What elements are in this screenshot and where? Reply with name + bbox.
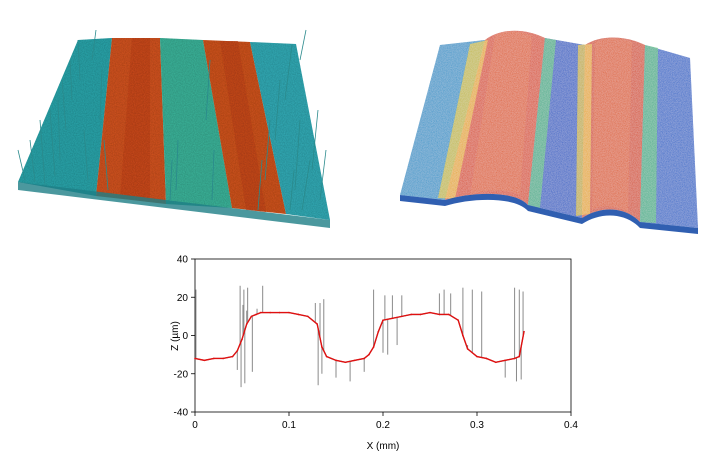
profile-point (372, 346, 375, 348)
profile-point (250, 315, 253, 318)
x-tick-label: 0 (192, 420, 198, 431)
raw-surface-stripes (18, 38, 330, 220)
profile-point (504, 359, 507, 362)
filtered-surface-side (400, 193, 698, 234)
profile-point (260, 311, 262, 314)
x-tick-label: 0.4 (564, 420, 578, 431)
y-tick-label: 40 (177, 255, 189, 266)
profile-point (419, 313, 422, 316)
profile-point (429, 311, 431, 314)
y-tick-label: -40 (174, 408, 189, 419)
profile-point (368, 353, 370, 356)
y-tick-label: -20 (174, 369, 189, 380)
profile-point (288, 311, 290, 314)
series-layer (194, 285, 525, 388)
profile-point (410, 313, 413, 316)
x-tick-label: 0.3 (470, 420, 484, 431)
x-tick-label: 0.2 (376, 420, 390, 431)
profile-point (466, 348, 469, 350)
profile-point (523, 330, 525, 333)
raw-stripe-3 (160, 38, 232, 208)
profile-point (344, 361, 347, 364)
profile-point (438, 313, 441, 316)
profile-point (194, 357, 196, 360)
axes-ticks: 0 0.1 0.2 0.3 0.4 40 20 0 -20 -40 (174, 255, 579, 432)
profile-point (255, 313, 257, 316)
profile-point (222, 357, 224, 360)
filtered-stripe-2y (438, 40, 488, 199)
profile-point (457, 319, 460, 322)
y-axis-label: Z (µm) (170, 321, 181, 351)
profile-point (335, 359, 337, 362)
profile-point (518, 355, 521, 358)
profile-point (354, 359, 356, 362)
profile-point (476, 355, 478, 358)
profile-point (278, 311, 281, 314)
profile-point (236, 350, 239, 352)
profile-point (401, 315, 403, 318)
filtered-stripe-4h (592, 38, 632, 212)
raw-stripe-2b (120, 38, 150, 202)
profile-point (462, 334, 464, 337)
x-tick-label: 0.1 (282, 420, 296, 431)
profile-point (321, 346, 323, 348)
profile-point (448, 313, 450, 316)
profile-point (231, 355, 234, 358)
x-axis-label: X (mm) (367, 441, 400, 452)
profile-point (382, 319, 384, 322)
y-tick-label: 20 (177, 293, 189, 304)
filtered-stripe-5g (640, 45, 658, 223)
profile-point (316, 323, 319, 325)
filtered-stripe-3g (528, 38, 556, 208)
profile-point (213, 357, 215, 360)
profile-point (325, 355, 328, 358)
raw-stripe-5 (250, 42, 330, 220)
profile-point (297, 313, 300, 316)
profile-point (307, 315, 309, 318)
profile-point (391, 317, 394, 320)
profile-point (241, 338, 243, 341)
profile-point (377, 330, 380, 333)
profile-point (203, 359, 206, 362)
filtered-surface-stripes (400, 30, 698, 228)
profile-point (485, 357, 488, 360)
profile-point (513, 357, 516, 360)
raw-surface-side (18, 182, 330, 228)
raw-surface-spikes (17, 29, 327, 211)
filtered-stripe-4y (576, 44, 592, 216)
raw-stripe-4b (220, 41, 266, 212)
profile-point (269, 311, 272, 314)
profile-point (245, 323, 248, 325)
y-tick-label: 0 (182, 331, 188, 342)
profile-point (495, 361, 497, 364)
series-filtered-profile (194, 311, 525, 364)
filtered-stripe-2h (470, 31, 532, 196)
profile-point (363, 357, 366, 360)
